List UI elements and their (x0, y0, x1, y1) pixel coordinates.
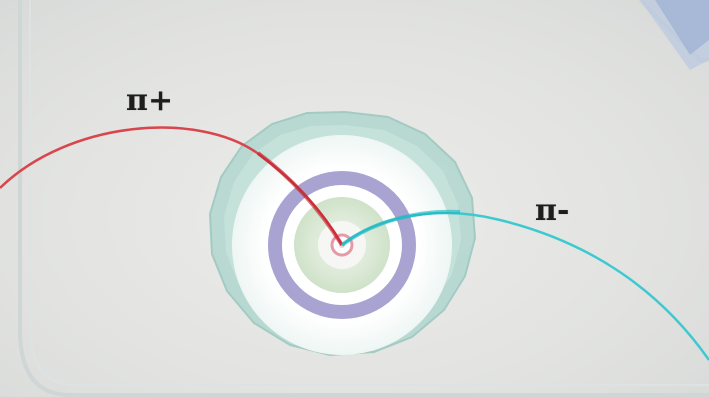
chamber-frame-inner (29, 0, 709, 386)
chamber-frame (18, 0, 709, 397)
corner-detector-segment (655, 0, 709, 55)
pi-plus-label: π+ (126, 83, 174, 118)
pi-minus-label: π- (535, 193, 570, 228)
